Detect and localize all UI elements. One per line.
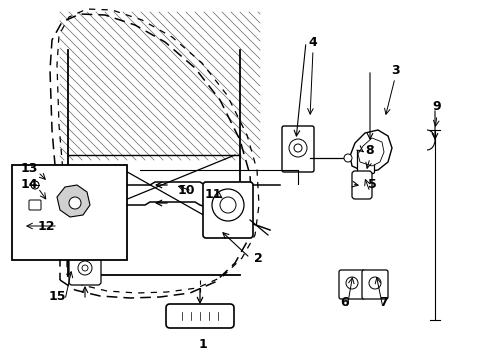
Text: 10: 10 <box>177 184 195 198</box>
FancyBboxPatch shape <box>12 165 127 260</box>
Text: 1: 1 <box>198 338 207 351</box>
Text: 12: 12 <box>37 220 55 233</box>
FancyBboxPatch shape <box>203 182 253 238</box>
Text: 13: 13 <box>20 162 38 175</box>
Text: 14: 14 <box>20 177 38 190</box>
FancyBboxPatch shape <box>69 253 101 285</box>
Circle shape <box>289 139 307 157</box>
Text: 6: 6 <box>341 296 349 309</box>
Text: 11: 11 <box>204 189 222 202</box>
Polygon shape <box>57 185 90 217</box>
Circle shape <box>69 197 81 209</box>
Text: 2: 2 <box>254 252 262 265</box>
Text: 5: 5 <box>368 177 376 190</box>
Text: 9: 9 <box>433 99 441 112</box>
FancyBboxPatch shape <box>352 171 372 199</box>
Polygon shape <box>358 138 384 166</box>
FancyBboxPatch shape <box>358 150 374 174</box>
FancyBboxPatch shape <box>362 270 388 299</box>
Text: 4: 4 <box>309 36 318 49</box>
Circle shape <box>344 154 352 162</box>
Circle shape <box>346 277 358 289</box>
Circle shape <box>82 265 88 271</box>
Text: 3: 3 <box>391 63 399 77</box>
Circle shape <box>212 189 244 221</box>
Circle shape <box>294 144 302 152</box>
Circle shape <box>220 197 236 213</box>
Circle shape <box>31 181 39 189</box>
Circle shape <box>78 261 92 275</box>
FancyBboxPatch shape <box>29 200 41 210</box>
FancyBboxPatch shape <box>166 304 234 328</box>
Circle shape <box>369 277 381 289</box>
FancyBboxPatch shape <box>282 126 314 172</box>
Polygon shape <box>350 130 392 172</box>
Text: 15: 15 <box>48 289 66 302</box>
Text: 7: 7 <box>379 296 388 309</box>
Text: 8: 8 <box>366 144 374 157</box>
FancyBboxPatch shape <box>339 270 365 299</box>
